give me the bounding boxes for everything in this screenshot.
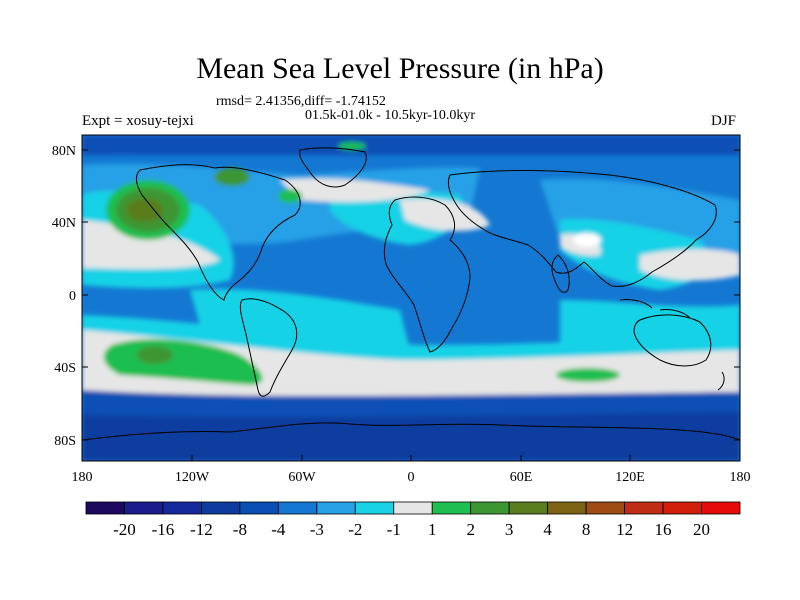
colorbar-swatch-9: [431, 501, 472, 515]
colorbar-label-1: -16: [152, 520, 175, 539]
colorbar-label-12: 8: [582, 520, 591, 539]
colorbar-swatch-14: [624, 501, 664, 515]
experiment-label: Expt = xosuy-tejxi: [82, 113, 194, 129]
colorbar-label-7: -1: [387, 520, 401, 539]
stats-line: rmsd= 2.41356,diff= -1.74152: [216, 94, 386, 109]
lon-label-120e: 120E: [615, 470, 645, 485]
colorbar-label-6: -2: [348, 520, 362, 539]
colorbar-swatch-2: [162, 501, 202, 515]
colorbar-swatch-6: [316, 501, 356, 515]
colorbar-label-0: -20: [113, 520, 136, 539]
colorbar-swatch-16: [701, 501, 741, 515]
colorbar: -20 -16 -12 -8 -4 -3 -2 -1 1 2 3 4 8 12 16 20: [85, 501, 741, 539]
pressure-field: [82, 135, 740, 461]
season-label: DJF: [711, 113, 737, 129]
lon-label-60e: 60E: [510, 470, 533, 485]
colorbar-label-11: 4: [543, 520, 552, 539]
colorbar-label-3: -8: [233, 520, 247, 539]
colorbar-swatch-0: [85, 501, 125, 515]
lon-label-60w: 60W: [288, 470, 316, 485]
lon-label-120w: 120W: [175, 470, 210, 485]
colorbar-swatch-12: [547, 501, 587, 515]
colorbar-label-13: 12: [616, 520, 633, 539]
colorbar-swatch-10: [470, 501, 510, 515]
lat-label-80n: 80N: [52, 144, 76, 159]
lon-label-180-right: 180: [730, 470, 751, 485]
lat-label-40s: 40S: [54, 361, 76, 376]
lat-ticks: [82, 149, 740, 441]
colorbar-label-8: 1: [428, 520, 437, 539]
lat-label-80s: 80S: [54, 434, 76, 449]
colorbar-label-5: -3: [310, 520, 324, 539]
period-line: 01.5k-01.0k - 10.5kyr-10.0kyr: [305, 108, 476, 123]
lat-label-0: 0: [69, 289, 76, 304]
colorbar-label-9: 2: [466, 520, 475, 539]
colorbar-label-15: 20: [693, 520, 710, 539]
lon-label-180-left: 180: [72, 470, 93, 485]
colorbar-swatch-3: [201, 501, 241, 515]
colorbar-swatch-7: [354, 501, 395, 515]
colorbar-swatch-4: [239, 501, 279, 515]
lon-ticks: [81, 455, 741, 461]
colorbar-swatch-11: [508, 501, 549, 515]
colorbar-swatch-5: [277, 501, 318, 515]
map-title: Mean Sea Level Pressure (in hPa): [196, 52, 604, 85]
colorbar-label-10: 3: [505, 520, 514, 539]
colorbar-label-14: 16: [655, 520, 672, 539]
colorbar-swatch-8: [393, 501, 433, 515]
colorbar-swatch-13: [585, 501, 625, 515]
coastlines: [82, 147, 740, 441]
colorbar-swatch-15: [662, 501, 702, 515]
lon-label-0: 0: [408, 470, 415, 485]
colorbar-label-2: -12: [190, 520, 213, 539]
lat-label-40n: 40N: [52, 216, 76, 231]
colorbar-swatch-1: [124, 501, 164, 515]
colorbar-label-4: -4: [271, 520, 286, 539]
